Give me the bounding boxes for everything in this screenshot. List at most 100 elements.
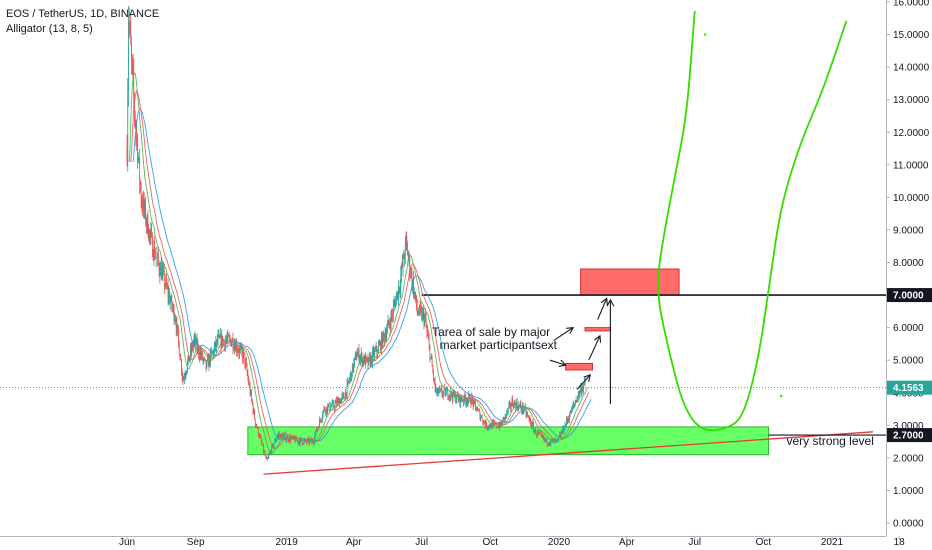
candle-body bbox=[407, 244, 408, 256]
time-scale-background[interactable] bbox=[0, 536, 932, 550]
chart-annotation-text[interactable]: very strong level bbox=[786, 434, 873, 448]
candle-body bbox=[486, 427, 488, 428]
arrow-line bbox=[576, 374, 591, 390]
price-projection-path[interactable] bbox=[657, 10, 848, 432]
candle-body bbox=[341, 396, 343, 399]
candle-body bbox=[419, 306, 421, 309]
candle-body bbox=[547, 443, 549, 445]
candle-body bbox=[322, 415, 323, 420]
sell-zone-box[interactable] bbox=[580, 268, 680, 296]
indicator-legend-alligator[interactable]: Alligator (13, 8, 5) bbox=[6, 23, 93, 35]
candle-body bbox=[563, 429, 565, 432]
candle-body bbox=[466, 401, 467, 403]
candle-body bbox=[471, 397, 473, 404]
candle-body bbox=[411, 271, 413, 287]
chart-annotation-text[interactable]: market participantsext bbox=[440, 338, 558, 352]
candle-body bbox=[358, 350, 360, 362]
candle-body bbox=[139, 157, 141, 182]
candle-body bbox=[550, 439, 552, 444]
sell-zone-box[interactable] bbox=[584, 327, 611, 332]
candle-body bbox=[343, 394, 345, 398]
candle-body bbox=[137, 158, 139, 161]
candle-body bbox=[530, 424, 532, 427]
candle-body bbox=[399, 288, 401, 291]
y-tick-label: 1.0000 bbox=[893, 486, 924, 497]
candle-body bbox=[165, 279, 167, 286]
candle-body bbox=[126, 148, 128, 163]
ascending-trendline[interactable] bbox=[263, 431, 874, 475]
candle-body bbox=[321, 419, 323, 421]
candle-body bbox=[568, 419, 570, 421]
candle-body bbox=[333, 402, 335, 407]
candle-body bbox=[281, 433, 283, 436]
candle-body bbox=[284, 434, 285, 436]
candle-body bbox=[572, 407, 573, 409]
y-tick-label: 10.0000 bbox=[893, 193, 930, 204]
candle-body bbox=[413, 291, 415, 295]
candle-body bbox=[272, 444, 274, 448]
candle-body bbox=[279, 434, 281, 436]
candle-body bbox=[240, 347, 242, 348]
candle-body bbox=[229, 337, 231, 341]
candle-body bbox=[154, 257, 156, 258]
candle-body bbox=[346, 383, 348, 396]
candle-body bbox=[332, 402, 334, 403]
candle-body bbox=[578, 392, 580, 396]
candle-body bbox=[315, 430, 317, 435]
price-scale-background[interactable] bbox=[886, 0, 932, 550]
candle-body bbox=[539, 433, 541, 434]
candle-body bbox=[459, 395, 461, 404]
candle-body bbox=[185, 373, 187, 376]
chart-symbol-title[interactable]: EOS / TetherUS, 1D, BINANCE bbox=[6, 8, 160, 20]
candle-body bbox=[431, 356, 432, 359]
candle-body bbox=[174, 319, 176, 321]
candle-body bbox=[528, 415, 529, 417]
candle-body bbox=[395, 296, 397, 306]
candle-body bbox=[385, 334, 387, 338]
candle-body bbox=[216, 339, 217, 347]
candle-body bbox=[236, 343, 238, 351]
candle-body bbox=[400, 275, 402, 289]
level-price-badge[interactable] bbox=[887, 288, 932, 303]
candle-body bbox=[256, 425, 258, 428]
candle-body bbox=[289, 436, 290, 441]
candle-body bbox=[295, 437, 297, 441]
candle-body bbox=[299, 439, 301, 444]
candle-body bbox=[404, 240, 406, 258]
candle-body bbox=[512, 399, 514, 406]
candle-body bbox=[577, 397, 578, 402]
level-price-badge[interactable] bbox=[887, 428, 932, 443]
y-tick-label: 0.0000 bbox=[893, 519, 924, 530]
sell-zone-box[interactable] bbox=[565, 362, 594, 371]
candle-body bbox=[201, 352, 202, 356]
candle-body bbox=[374, 350, 376, 357]
candle-body bbox=[281, 433, 282, 439]
candle-body bbox=[230, 340, 232, 346]
candle-body bbox=[416, 295, 417, 307]
candle-body bbox=[312, 440, 314, 443]
y-tick-label: 9.0000 bbox=[893, 225, 924, 236]
candle-body bbox=[154, 245, 155, 258]
y-tick-label: 3.0000 bbox=[893, 421, 924, 432]
candle-body bbox=[425, 316, 426, 319]
candle-body bbox=[470, 402, 472, 404]
current-price-badge[interactable] bbox=[887, 380, 932, 395]
candle-body bbox=[507, 407, 509, 412]
candle-body bbox=[570, 411, 572, 414]
arrow-head bbox=[594, 334, 602, 343]
chart-annotation-text[interactable]: Tarea of sale by major bbox=[432, 325, 550, 339]
candle-body bbox=[542, 436, 544, 438]
arrow-head bbox=[606, 298, 615, 307]
candle-body bbox=[148, 235, 149, 239]
candle-body bbox=[187, 355, 189, 363]
candle-body bbox=[456, 394, 458, 400]
candle-body bbox=[307, 438, 309, 440]
candle-body bbox=[543, 436, 545, 440]
support-zone-box[interactable] bbox=[247, 426, 770, 456]
candle-body bbox=[196, 339, 198, 350]
level-price-badge-label: 2.7000 bbox=[893, 431, 924, 442]
projection-layer bbox=[657, 10, 848, 432]
candle-body bbox=[565, 424, 567, 426]
candle-body bbox=[552, 439, 554, 441]
